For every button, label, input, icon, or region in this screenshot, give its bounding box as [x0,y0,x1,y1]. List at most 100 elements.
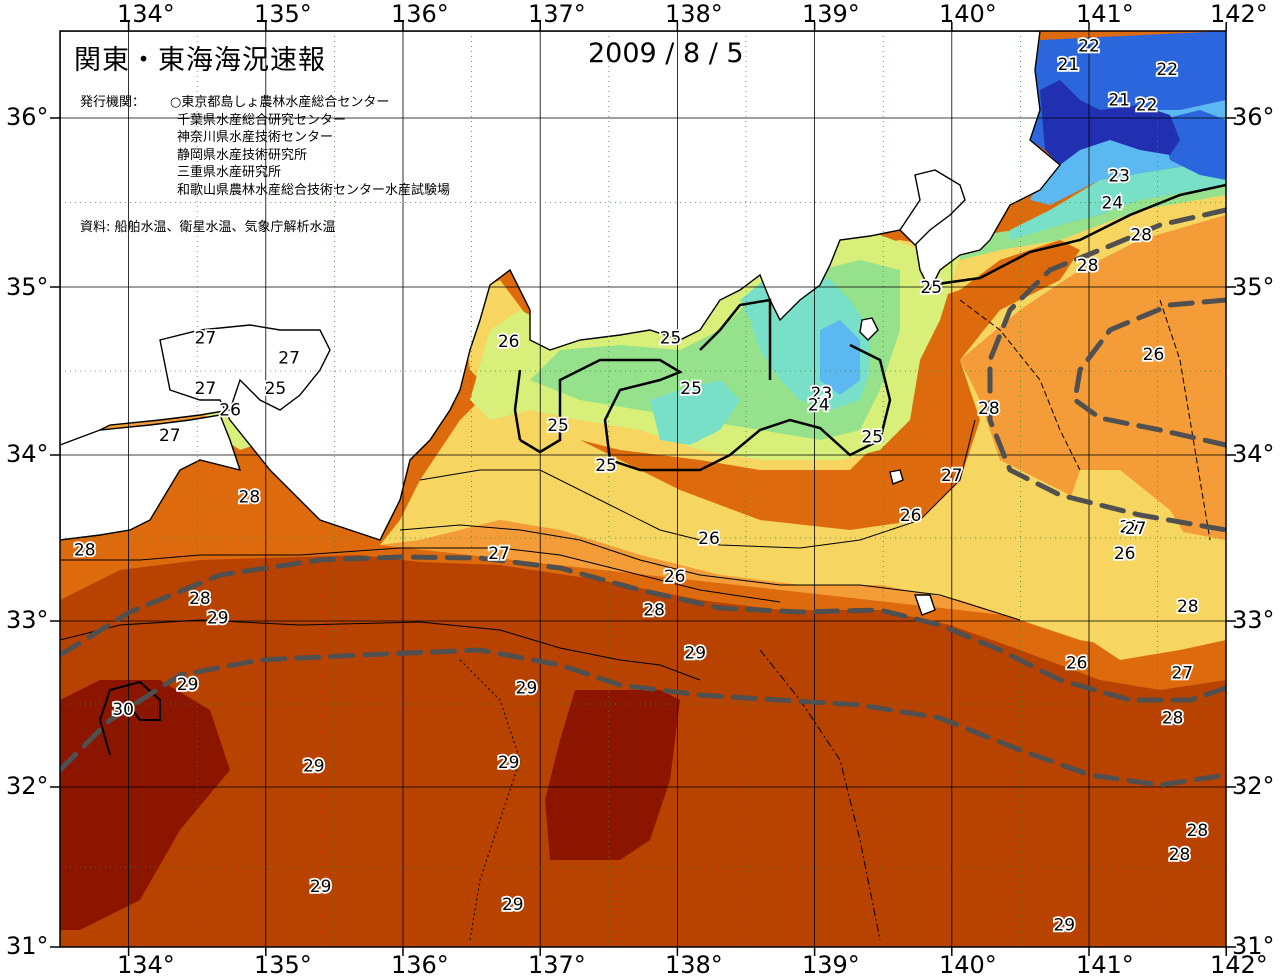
isotherm-label: 26 [1066,654,1088,674]
hachijojima [914,594,936,616]
miyakejima [889,469,904,485]
isotherm-label: 27 [195,379,217,399]
isotherm-label: 28 [239,488,261,508]
isotherm-label: 27 [488,544,510,564]
lon-tick-bottom: 136° [391,951,449,979]
isotherm-label: 22 [1156,60,1178,80]
isotherm-label: 29 [310,877,332,897]
lon-tick-bottom: 138° [665,951,723,979]
isotherm-28 [60,547,781,603]
isotherm-label: 29 [177,675,199,695]
isotherm-label: 28 [1187,821,1209,841]
lon-tick-top: 140° [939,0,997,28]
isotherm-25-west [513,369,522,441]
isotherm-label: 28 [1169,845,1191,865]
lon-tick-bottom: 137° [528,951,586,979]
isotherm-label: 27 [195,328,217,348]
isotherm-label: 25 [595,456,617,476]
isotherm-25-bay [699,298,772,380]
isotherm-label: 29 [1053,916,1075,936]
isotherm-label: 22 [1078,36,1100,56]
isotherm-label: 26 [664,567,686,587]
isotherm-label: 25 [680,379,702,399]
isotherm-label: 29 [502,895,524,915]
kuroshio-axis-eddy-inner [1072,297,1226,448]
isotherm-label: 23 [811,384,833,404]
isotherm-25-east [929,183,1226,287]
isotherm-label: 28 [1177,597,1199,617]
issuer-item: 静岡県水産技術研究所 [177,147,308,163]
isotherm-lines [60,183,1226,941]
isotherm-label: 28 [1077,256,1099,276]
isotherm-label: 26 [498,332,520,352]
kuroshio-axis [60,207,1226,788]
lat-tick-left: 31° [6,932,49,960]
lat-tick-right: 35° [1232,273,1275,301]
data-source: 資料: 船舶水温、衛星水温、気象庁解析水温 [80,220,336,235]
isotherm-label: 29 [498,753,520,773]
isotherm-26 [419,419,976,549]
issuer-item: 千葉県水産総合研究センター [177,112,347,128]
isotherm-label: 27 [1125,519,1147,539]
isotherm-label: 27 [1119,517,1141,537]
lon-tick-top: 141° [1076,0,1134,28]
isotherm-label: 29 [207,609,229,629]
isotherm-label: 28 [189,589,211,609]
shikoku-coast [60,414,242,541]
lat-lon-grid [60,31,1226,947]
isotherm-label: 25 [920,278,942,298]
lat-tick-left: 33° [6,606,49,634]
sst-band-27 [380,215,1226,650]
issuer-item: 三重県水産研究所 [177,165,282,180]
sst-band-30 [60,680,680,930]
issuer-list: ○東京都島しょ農林水産総合センター 千葉県水産総合研究センター 神奈川県水産技術… [170,94,450,199]
frame-ticks [50,22,1236,956]
isotherm-label: 21 [1108,90,1130,110]
lon-tick-top: 135° [254,0,312,28]
sst-band-20 [1040,80,1180,165]
isotherm-label: 27 [1171,663,1193,683]
map-date: 2009 / 8 / 5 [588,38,744,69]
lon-tick-bottom: 139° [802,951,860,979]
isotherm-label: 28 [74,541,96,561]
isotherm-dash-1 [959,299,1081,471]
lat-tick-right: 31° [1232,932,1275,960]
isotherm-label: 28 [1130,226,1152,246]
sst-band-26-east [1060,470,1226,660]
isotherm-label: 26 [900,506,922,526]
isotherm-label: 30 [112,700,134,720]
lat-tick-left: 35° [6,273,49,301]
issuer-item: 和歌山県農林水産総合技術センター水産試験場 [177,182,451,198]
lon-tick-top: 138° [665,0,723,28]
lat-tick-left: 34° [6,440,49,468]
map-frame [59,30,1227,948]
isotherm-label: 27 [278,349,300,369]
isotherm-label: 27 [941,466,963,486]
lat-tick-right: 36° [1232,103,1275,131]
lon-tick-top: 142° [1210,0,1268,28]
isotherm-label: 21 [1058,55,1080,75]
isotherm-label: 28 [978,399,1000,419]
sst-band-24 [530,185,1226,440]
isotherm-label: 22 [1136,95,1158,115]
isotherm-label: 25 [660,328,682,348]
sst-band-23 [650,160,1226,445]
lon-tick-top: 137° [528,0,586,28]
lat-tick-right: 34° [1232,440,1275,468]
isotherm-label: 25 [861,428,883,448]
isotherm-label: 26 [1143,345,1165,365]
isotherm-label: 29 [303,756,325,776]
honshu-coast [60,31,1061,541]
lon-tick-bottom: 135° [254,951,312,979]
isotherm-label: 28 [643,600,665,620]
lon-tick-top: 136° [391,0,449,28]
isotherm-29 [60,619,701,681]
lon-tick-top: 139° [802,0,860,28]
map-title: 関東・東海海況速報 [74,45,326,76]
lon-tick-bottom: 140° [939,951,997,979]
issuer-label: 発行機関： [80,95,146,110]
land-masses [60,31,1061,616]
isotherm-30 [98,680,161,756]
lat-tick-right: 32° [1232,772,1275,800]
